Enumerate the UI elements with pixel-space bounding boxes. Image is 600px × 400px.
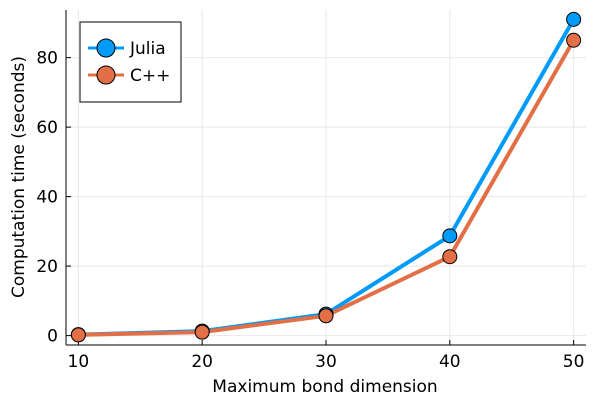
data-point-1 — [442, 249, 458, 265]
data-point-1 — [70, 327, 86, 343]
y-tick-label: 60 — [36, 118, 58, 138]
y-tick-label: 0 — [47, 327, 58, 347]
legend-label-cpp: C++ — [130, 66, 170, 86]
y-axis-title: Computation time (seconds) — [9, 56, 29, 298]
tick-labels: 10 20 30 40 50 0 20 40 60 80 — [36, 49, 584, 372]
series — [70, 11, 582, 343]
x-tick-label: 10 — [68, 352, 90, 372]
x-tick-label: 40 — [439, 352, 461, 372]
data-point-1 — [566, 32, 582, 48]
grid — [66, 10, 586, 345]
x-tick-label: 30 — [315, 352, 337, 372]
axes — [65, 10, 586, 346]
y-tick-label: 40 — [36, 188, 58, 208]
legend-box — [79, 21, 182, 103]
data-point-0 — [442, 228, 458, 244]
legend-marker-julia — [96, 38, 116, 58]
legend: Julia C++ — [79, 21, 182, 103]
x-axis-title: Maximum bond dimension — [212, 377, 437, 397]
data-point-0 — [566, 11, 582, 27]
data-point-1 — [318, 308, 334, 324]
legend-marker-cpp — [96, 65, 116, 85]
x-tick-label: 50 — [563, 352, 585, 372]
legend-label-julia: Julia — [129, 39, 166, 59]
data-point-1 — [194, 324, 210, 340]
y-tick-label: 80 — [36, 49, 58, 69]
x-tick-label: 20 — [191, 352, 213, 372]
y-tick-label: 20 — [36, 257, 58, 277]
